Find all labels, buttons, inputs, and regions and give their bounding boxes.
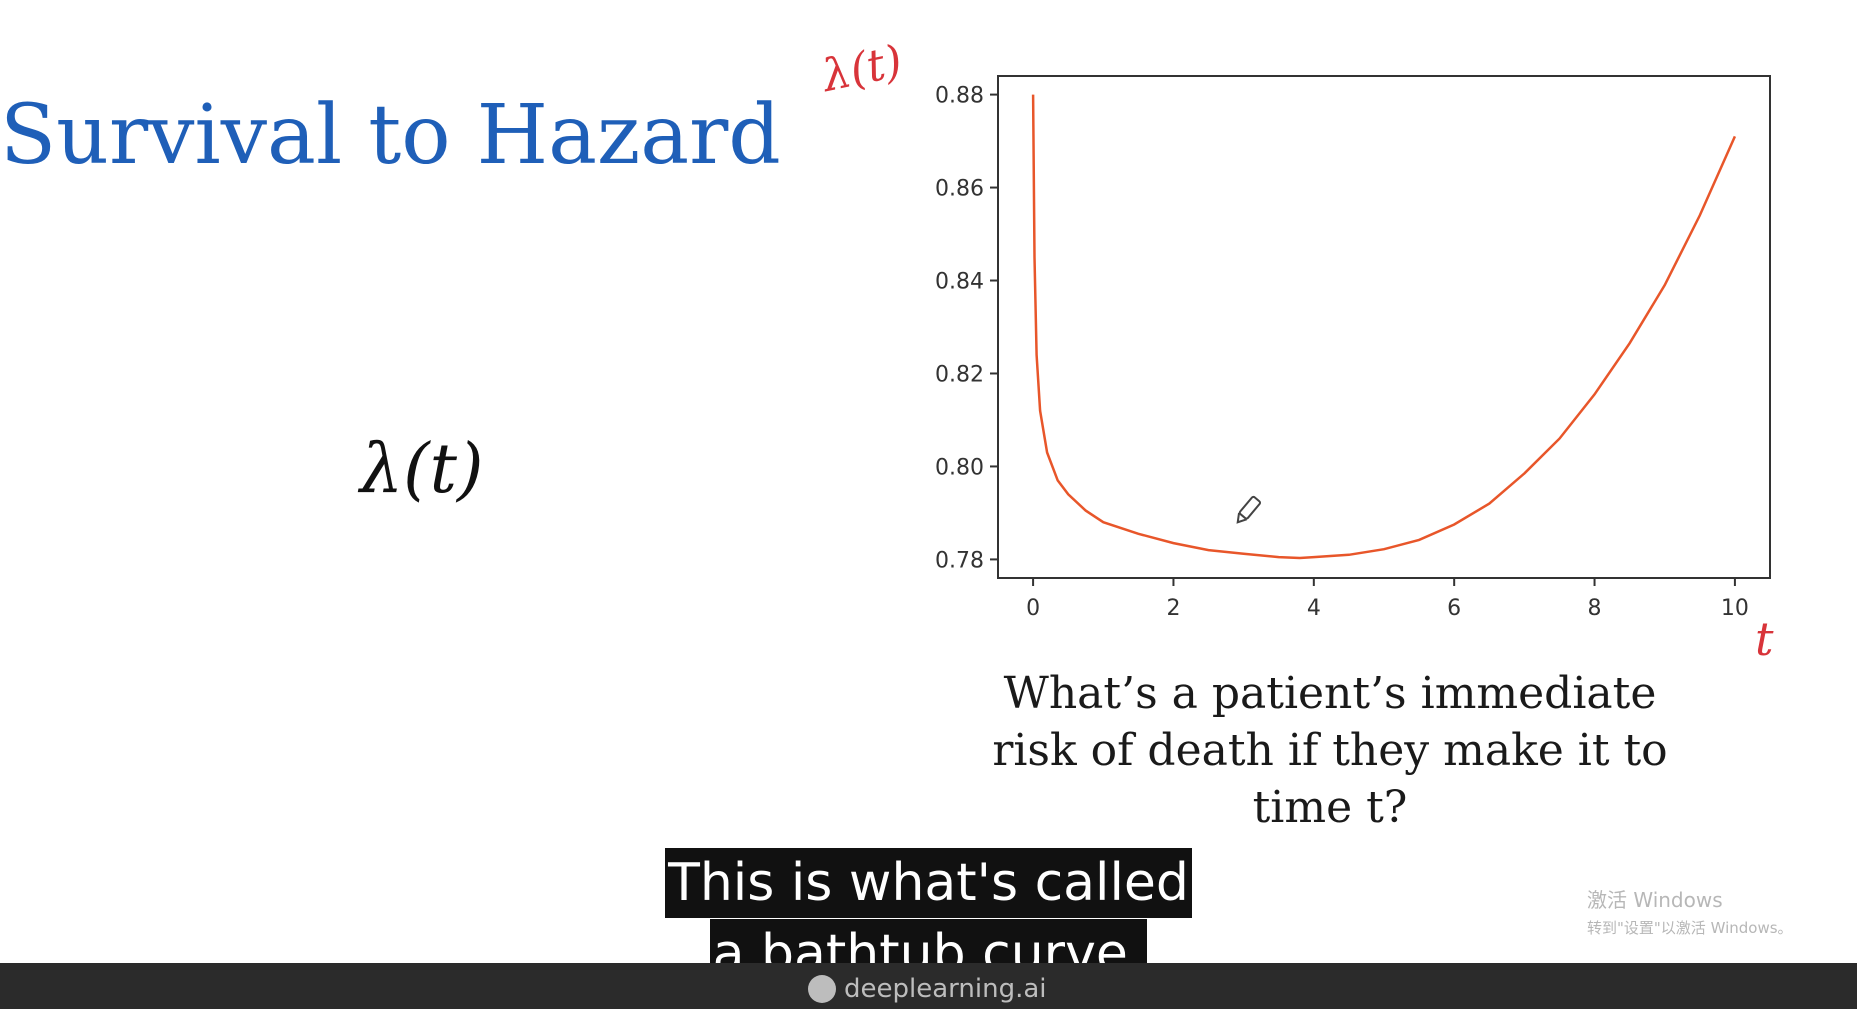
x-tick-label: 2 <box>1166 596 1180 621</box>
y-tick-label: 0.88 <box>935 84 984 109</box>
video-bottom-bar <box>0 963 1857 1009</box>
handwritten-lambda-annotation: λ(t) <box>816 36 907 103</box>
watermark-line-1: 激活 Windows <box>1587 888 1723 912</box>
slide-question: What’s a patient’s immediate risk of dea… <box>992 668 1668 833</box>
x-tick-label: 0 <box>1026 596 1040 621</box>
handwritten-t-annotation: t <box>1755 612 1774 666</box>
hazard-formula: λ(t) <box>360 430 484 509</box>
brand-logo: deeplearning.ai <box>808 974 1047 1004</box>
x-tick-label: 4 <box>1307 596 1321 621</box>
x-axis: 0 2 4 6 8 10 <box>1026 578 1749 621</box>
y-tick-label: 0.82 <box>935 362 984 387</box>
windows-activation-watermark: 激活 Windows 转到"设置"以激活 Windows。 <box>1587 884 1793 938</box>
y-tick-label: 0.80 <box>935 455 984 480</box>
slide-title: Survival to Hazard <box>0 88 781 183</box>
plot-frame <box>997 75 1771 579</box>
y-tick-label: 0.86 <box>935 177 984 202</box>
chart-area: 0.78 0.80 0.82 0.84 0.86 0.88 0 2 4 6 8 10 λ(t) t <box>816 36 1774 666</box>
watermark-line-2: 转到"设置"以激活 Windows。 <box>1587 919 1793 937</box>
pen-cursor-icon <box>1236 495 1262 524</box>
hazard-chart: 0.78 0.80 0.82 0.84 0.86 0.88 0 2 4 6 8 10 λ(t) t <box>816 36 1774 666</box>
subtitle-line-1: This is what's called <box>665 848 1192 918</box>
x-tick-label: 10 <box>1721 596 1749 621</box>
y-tick-label: 0.78 <box>935 548 984 573</box>
y-axis: 0.78 0.80 0.82 0.84 0.86 0.88 <box>935 84 998 573</box>
deeplearning-logo-icon <box>808 975 836 1003</box>
x-tick-label: 6 <box>1447 596 1461 621</box>
handwritten-lambda-text: λ(t) <box>816 36 907 103</box>
x-tick-label: 8 <box>1588 596 1602 621</box>
brand-text: deeplearning.ai <box>844 974 1047 1004</box>
hazard-series-line <box>1031 94 1737 560</box>
y-tick-label: 0.84 <box>935 270 984 295</box>
